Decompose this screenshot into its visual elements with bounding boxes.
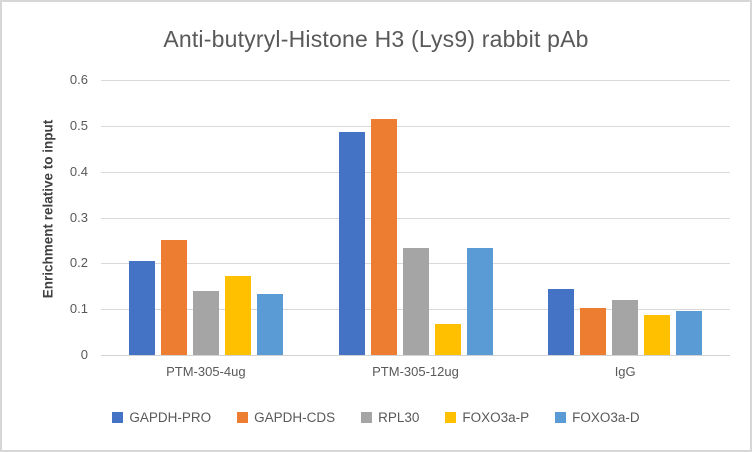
category-label-ptm-305-12ug: PTM-305-12ug	[372, 364, 459, 379]
y-axis-tick-label: 0.5	[69, 117, 88, 133]
bar-gapdh-pro-ptm-305-12ug	[338, 132, 365, 355]
gridline	[101, 171, 730, 173]
gridline	[101, 80, 730, 81]
legend-swatch-icon	[555, 412, 567, 423]
y-axis-tick-label: 0	[80, 347, 88, 362]
legend-item-gapdh-pro: GAPDH-PRO	[112, 410, 211, 425]
bar-group-ptm-305-4ug	[101, 80, 311, 355]
bar-gapdh-pro-ptm-305-4ug	[128, 260, 155, 355]
bar-rpl30-ptm-305-12ug	[402, 248, 429, 355]
legend-swatch-icon	[361, 412, 373, 423]
y-axis-tick-label: 0.2	[69, 255, 88, 271]
legend-swatch-icon	[112, 412, 124, 423]
bar-gapdh-pro-igg	[548, 288, 575, 355]
bar-rpl30-igg	[612, 299, 639, 355]
legend-item-gapdh-cds: GAPDH-CDS	[237, 410, 335, 425]
plot-area	[101, 80, 730, 356]
legend-label: GAPDH-PRO	[129, 410, 212, 425]
gridline	[101, 217, 730, 219]
bar-foxo3a-d-ptm-305-4ug	[256, 293, 283, 355]
bar-foxo3a-p-igg	[644, 315, 671, 355]
y-axis-tick-label: 0.3	[69, 209, 88, 225]
bar-group-igg	[520, 80, 730, 355]
category-label-ptm-305-4ug: PTM-305-4ug	[166, 364, 246, 379]
bar-foxo3a-d-igg	[676, 310, 703, 355]
legend-item-rpl30: RPL30	[361, 410, 419, 425]
y-axis-tick-label: 0.4	[69, 163, 88, 179]
category-label-igg: IgG	[614, 364, 636, 379]
legend: GAPDH-PRO GAPDH-CDS RPL30 FOXO3a-P FOXO3a-D	[2, 410, 750, 425]
bar-foxo3a-p-ptm-305-4ug	[224, 276, 251, 355]
bar-group-ptm-305-12ug	[311, 80, 521, 355]
legend-label: GAPDH-CDS	[254, 410, 336, 425]
legend-item-foxo3a-d: FOXO3a-D	[555, 410, 640, 425]
gridline	[101, 125, 730, 127]
legend-swatch-icon	[237, 412, 249, 423]
gridline	[101, 355, 730, 356]
legend-label: FOXO3a-D	[572, 410, 640, 425]
bar-groups	[101, 80, 730, 355]
legend-swatch-icon	[445, 412, 457, 423]
bar-gapdh-cds-ptm-305-4ug	[160, 239, 187, 355]
legend-item-foxo3a-p: FOXO3a-P	[445, 410, 529, 425]
y-axis-tick-label: 0.6	[69, 72, 88, 87]
legend-label: RPL30	[378, 410, 420, 425]
bar-gapdh-cds-ptm-305-12ug	[370, 118, 397, 355]
bar-foxo3a-d-ptm-305-12ug	[466, 247, 493, 355]
bar-foxo3a-p-ptm-305-12ug	[434, 323, 461, 355]
legend-label: FOXO3a-P	[462, 410, 530, 425]
y-axis-tick-label: 0.1	[69, 301, 88, 317]
bar-rpl30-ptm-305-4ug	[192, 290, 219, 355]
bar-gapdh-cds-igg	[580, 307, 607, 355]
x-axis-category-labels: PTM-305-4ug PTM-305-12ug IgG	[101, 364, 730, 379]
chart-title: Anti-butyryl-Histone H3 (Lys9) rabbit pA…	[163, 26, 589, 52]
